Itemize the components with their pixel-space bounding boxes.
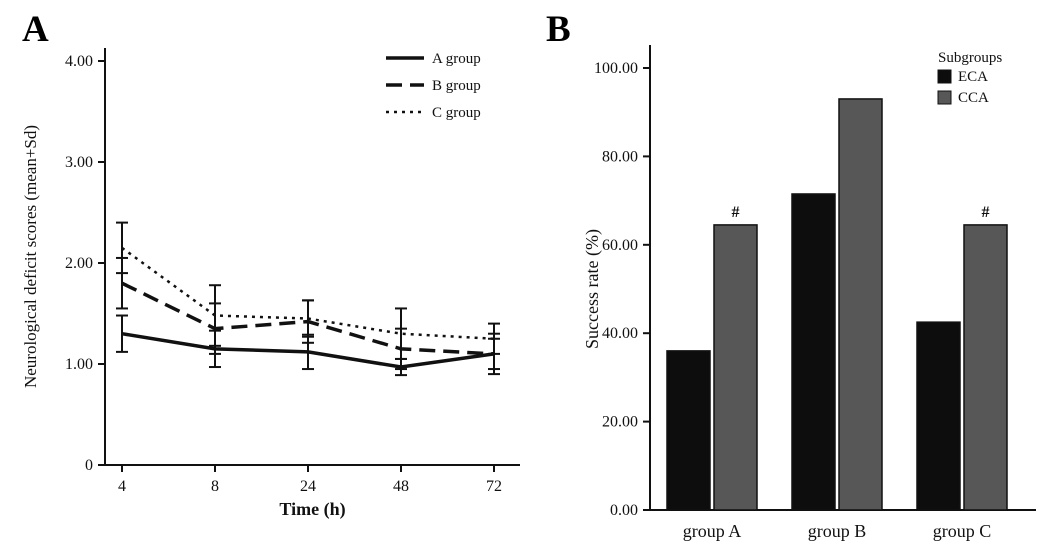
y-tick-label: 80.00 — [602, 148, 638, 165]
panel-a-label: A — [22, 9, 49, 50]
x-tick-label: 48 — [393, 478, 409, 495]
bar-chart-success-rate: 0.00 20.00 40.00 60.00 80.00 100.00 Success ra… — [582, 45, 1036, 541]
y-tick-label: 20.00 — [602, 414, 638, 431]
legend-label: C group — [432, 105, 481, 121]
y-tick-label: 0.00 — [610, 502, 638, 519]
series-line-c-group — [121, 246, 495, 340]
y-tick-label: 2.00 — [65, 255, 93, 272]
bar-cca-group-a — [713, 224, 758, 511]
x-tick-label: 24 — [300, 478, 316, 495]
category-label: group C — [933, 521, 992, 541]
significance-marker: # — [982, 204, 990, 221]
legend-swatch-cca — [937, 90, 952, 105]
legend-label: ECA — [958, 69, 988, 85]
x-tick-label: 72 — [486, 478, 502, 495]
bar-eca-group-b — [791, 193, 836, 511]
y-axis-label: Success rate (%) — [582, 229, 603, 349]
x-tick-label: 4 — [118, 478, 126, 495]
category-label: group B — [808, 521, 867, 541]
legend-label: B group — [432, 78, 481, 94]
y-tick-label: 60.00 — [602, 237, 638, 254]
bar-cca-group-b — [838, 98, 883, 511]
legend-swatch-eca — [937, 69, 952, 84]
y-tick-label: 4.00 — [65, 53, 93, 70]
legend-label: CCA — [958, 90, 989, 106]
panel-b-label: B — [546, 9, 571, 50]
bar-eca-group-a — [666, 350, 711, 511]
y-tick-label: 100.00 — [594, 60, 638, 77]
bar-eca-group-c — [916, 321, 961, 511]
x-tick-label: 8 — [211, 478, 219, 495]
significance-marker: # — [732, 204, 740, 221]
y-axis-label: Neurological deficit scores (mean+Sd) — [21, 125, 40, 388]
x-axis-label: Time (h) — [279, 499, 345, 520]
y-tick-label: 3.00 — [65, 154, 93, 171]
series-line-a-group — [121, 331, 495, 369]
y-tick-label: 1.00 — [65, 356, 93, 373]
category-label: group A — [683, 521, 742, 541]
legend-label: A group — [432, 51, 481, 67]
bar-cca-group-c — [963, 224, 1008, 511]
y-tick-label: 40.00 — [602, 325, 638, 342]
legend-title: Subgroups — [938, 50, 1002, 66]
y-tick-label: 0 — [85, 457, 93, 474]
